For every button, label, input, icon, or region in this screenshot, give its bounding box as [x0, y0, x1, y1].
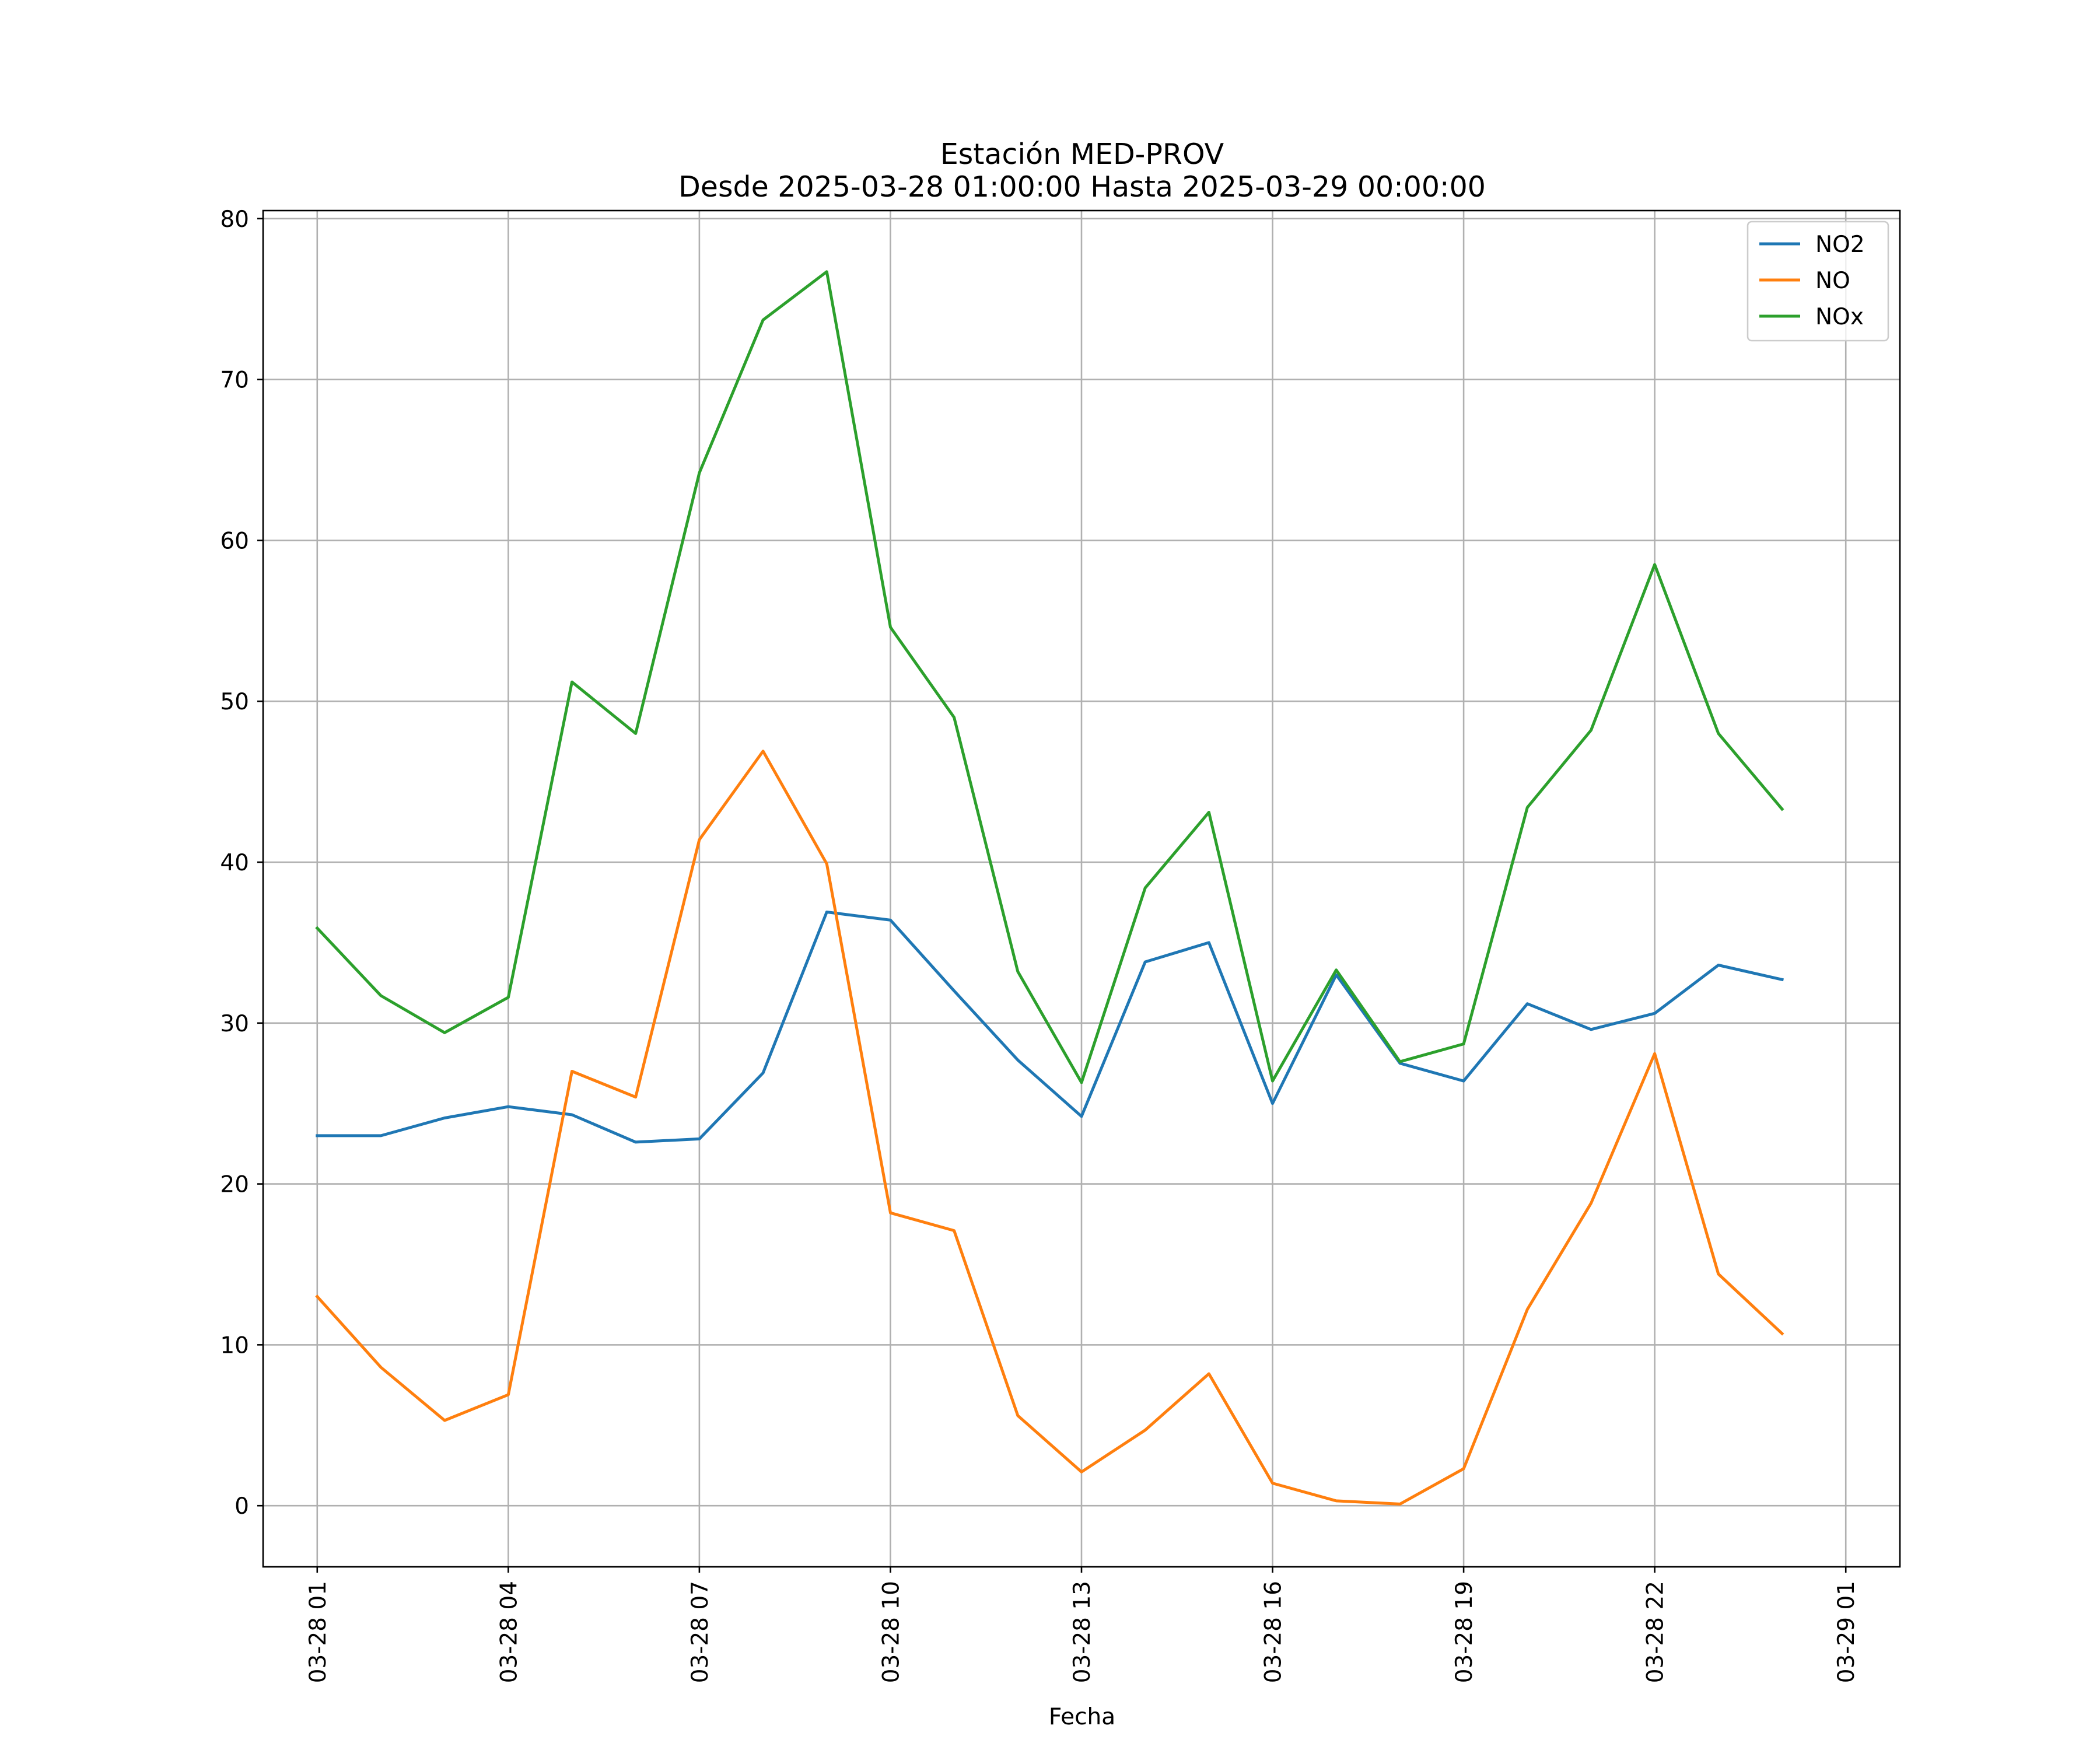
y-tick-label: 80 — [220, 206, 249, 233]
y-tick-label: 10 — [220, 1332, 249, 1359]
series-lines — [315, 270, 1784, 1506]
axis-ticks: 0 10 20 30 40 50 60 70 80 03-28 01 03-28 04 03-28 0… — [220, 206, 1860, 1684]
legend-frame — [1746, 220, 1889, 342]
x-tick-label: 03-28 16 — [1261, 1581, 1287, 1683]
x-tick-label: 03-28 13 — [1069, 1581, 1096, 1683]
x-tick-label: 03-28 04 — [496, 1581, 522, 1683]
x-tick-label: 03-28 07 — [687, 1581, 713, 1683]
y-tick-label: 0 — [235, 1493, 249, 1520]
x-axis-label: Fecha — [1049, 1704, 1115, 1730]
y-tick-label: 20 — [220, 1172, 249, 1198]
y-tick-label: 30 — [220, 1011, 249, 1037]
series-line-no — [315, 750, 1784, 1506]
chart-subtitle: Desde 2025-03-28 01:00:00 Hasta 2025-03-… — [678, 170, 1486, 204]
legend-label-nox: NOx — [1815, 304, 1864, 330]
x-tick-label: 03-28 01 — [305, 1581, 331, 1683]
chart-title: Estación MED-PROV — [940, 138, 1224, 171]
x-tick-label: 03-28 19 — [1451, 1581, 1478, 1683]
legend: NO2 NO NOx — [1746, 220, 1889, 342]
grid-lines — [263, 211, 1900, 1567]
series-line-nox — [315, 270, 1784, 1084]
x-tick-label: 03-28 22 — [1643, 1581, 1669, 1683]
y-tick-label: 60 — [220, 528, 249, 554]
y-tick-label: 70 — [220, 368, 249, 394]
series-line-no2 — [316, 911, 1784, 1144]
legend-label-no: NO — [1815, 268, 1850, 294]
x-tick-label: 03-29 01 — [1833, 1581, 1860, 1683]
x-tick-label: 03-28 10 — [878, 1581, 904, 1683]
y-tick-label: 40 — [220, 850, 249, 876]
y-tick-label: 50 — [220, 689, 249, 715]
legend-label-no2: NO2 — [1815, 232, 1865, 258]
